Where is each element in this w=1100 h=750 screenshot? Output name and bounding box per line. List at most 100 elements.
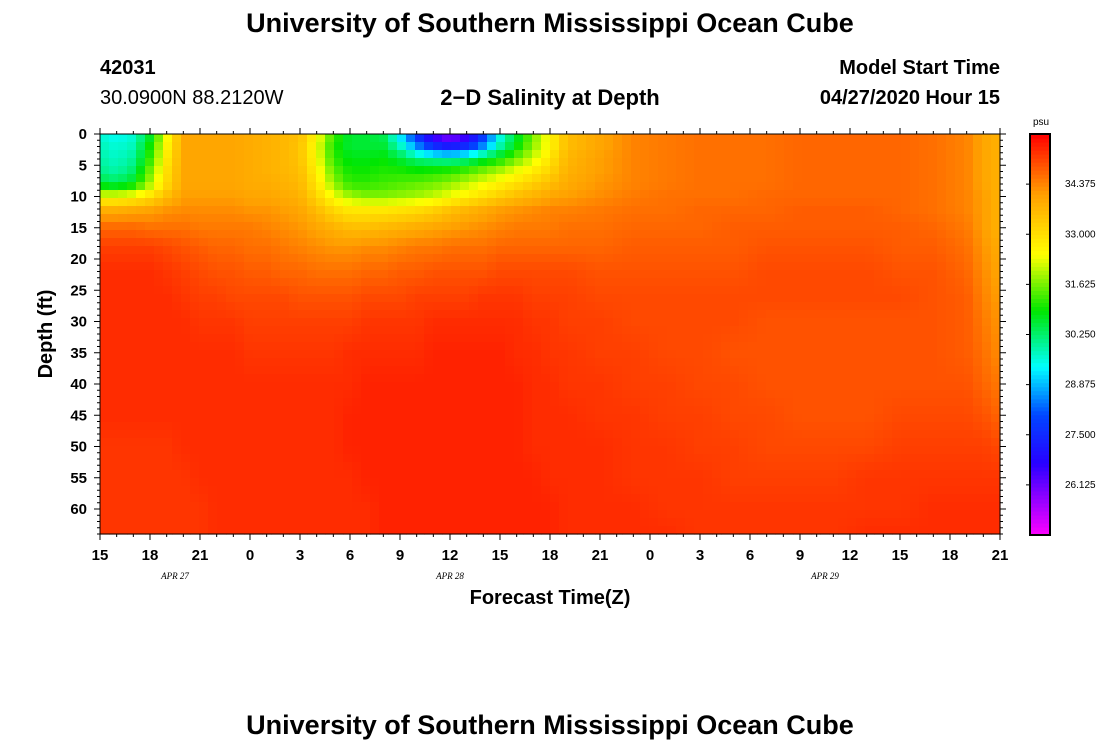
heatmap-cell <box>433 510 443 519</box>
heatmap-cell <box>433 366 443 375</box>
heatmap-cell <box>865 374 875 383</box>
heatmap-cell <box>784 198 794 207</box>
heatmap-cell <box>316 158 326 167</box>
heatmap-cell <box>784 326 794 335</box>
heatmap-cell <box>469 270 479 279</box>
heatmap-cell <box>397 358 407 367</box>
heatmap-cell <box>703 478 713 487</box>
heatmap-cell <box>469 318 479 327</box>
heatmap-cell <box>955 382 965 391</box>
heatmap-cell <box>883 526 893 535</box>
heatmap-cell <box>730 454 740 463</box>
heatmap-cell <box>784 286 794 295</box>
heatmap-cell <box>712 222 722 231</box>
heatmap-cell <box>640 414 650 423</box>
heatmap-cell <box>406 142 416 151</box>
heatmap-cell <box>118 502 128 511</box>
heatmap-cell <box>100 254 110 263</box>
heatmap-cell <box>865 134 875 143</box>
heatmap-cell <box>757 246 767 255</box>
heatmap-cell <box>505 294 515 303</box>
heatmap-cell <box>208 326 218 335</box>
heatmap-cell <box>649 214 659 223</box>
heatmap-cell <box>874 302 884 311</box>
heatmap-cell <box>829 430 839 439</box>
heatmap-cell <box>424 222 434 231</box>
heatmap-cell <box>730 222 740 231</box>
heatmap-cell <box>334 174 344 183</box>
heatmap-cell <box>370 430 380 439</box>
heatmap-cell <box>649 390 659 399</box>
heatmap-cell <box>451 182 461 191</box>
heatmap-cell <box>676 422 686 431</box>
heatmap-cell <box>901 390 911 399</box>
heatmap-cell <box>703 134 713 143</box>
heatmap-cell <box>136 134 146 143</box>
heatmap-cell <box>613 230 623 239</box>
heatmap-cell <box>658 206 668 215</box>
heatmap-cell <box>640 174 650 183</box>
heatmap-cell <box>775 414 785 423</box>
heatmap-cell <box>667 302 677 311</box>
heatmap-cell <box>280 214 290 223</box>
heatmap-cell <box>136 462 146 471</box>
heatmap-cell <box>901 134 911 143</box>
heatmap-cell <box>145 478 155 487</box>
heatmap-cell <box>694 342 704 351</box>
heatmap-cell <box>433 238 443 247</box>
heatmap-cell <box>451 526 461 535</box>
heatmap-cell <box>226 190 236 199</box>
heatmap-cell <box>910 334 920 343</box>
heatmap-cell <box>415 430 425 439</box>
heatmap-cell <box>271 510 281 519</box>
heatmap-cell <box>613 182 623 191</box>
heatmap-cell <box>685 406 695 415</box>
heatmap-cell <box>676 406 686 415</box>
heatmap-cell <box>190 206 200 215</box>
heatmap-cell <box>955 454 965 463</box>
heatmap-cell <box>334 246 344 255</box>
heatmap-cell <box>802 278 812 287</box>
heatmap-cell <box>847 406 857 415</box>
heatmap-cell <box>235 374 245 383</box>
heatmap-cell <box>919 422 929 431</box>
heatmap-cell <box>370 350 380 359</box>
heatmap-cell <box>820 222 830 231</box>
heatmap-cell <box>712 478 722 487</box>
heatmap-cell <box>730 286 740 295</box>
heatmap-cell <box>559 222 569 231</box>
heatmap-cell <box>955 518 965 527</box>
heatmap-cell <box>613 414 623 423</box>
heatmap-cell <box>811 366 821 375</box>
heatmap-cell <box>541 230 551 239</box>
heatmap-cell <box>397 510 407 519</box>
heatmap-cell <box>676 182 686 191</box>
heatmap-cell <box>631 286 641 295</box>
heatmap-cell <box>406 438 416 447</box>
heatmap-cell <box>487 494 497 503</box>
heatmap-cell <box>406 270 416 279</box>
heatmap-cell <box>676 358 686 367</box>
heatmap-cell <box>928 342 938 351</box>
heatmap-cell <box>325 494 335 503</box>
heatmap-cell <box>361 182 371 191</box>
heatmap-cell <box>730 390 740 399</box>
heatmap-cell <box>784 462 794 471</box>
heatmap-cell <box>541 310 551 319</box>
heatmap-cell <box>721 406 731 415</box>
heatmap-cell <box>739 222 749 231</box>
heatmap-cell <box>487 438 497 447</box>
heatmap-cell <box>991 142 1001 151</box>
heatmap-cell <box>793 518 803 527</box>
heatmap-cell <box>415 230 425 239</box>
heatmap-cell <box>100 430 110 439</box>
heatmap-cell <box>937 206 947 215</box>
heatmap-cell <box>568 310 578 319</box>
heatmap-cell <box>334 430 344 439</box>
heatmap-cell <box>244 166 254 175</box>
heatmap-cell <box>541 342 551 351</box>
heatmap-cell <box>190 510 200 519</box>
heatmap-cell <box>496 206 506 215</box>
heatmap-cell <box>811 214 821 223</box>
heatmap-cell <box>622 518 632 527</box>
